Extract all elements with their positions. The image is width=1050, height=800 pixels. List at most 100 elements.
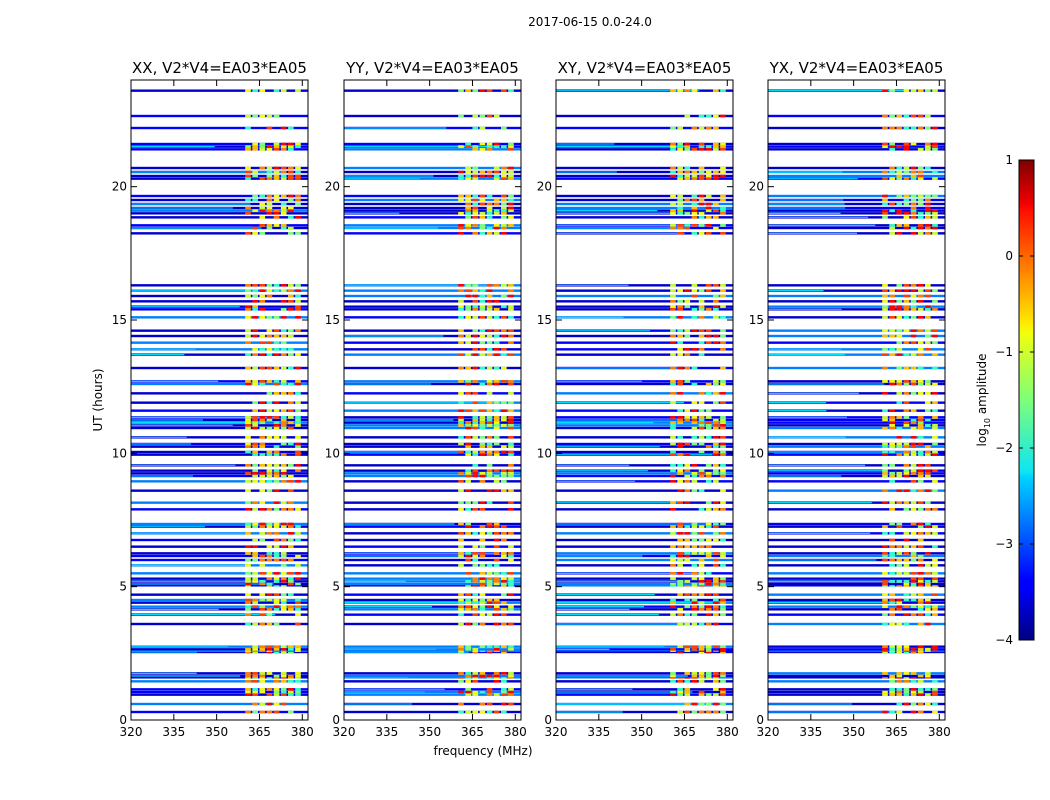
rfi-cell (266, 649, 273, 652)
scan-row-base (768, 453, 945, 456)
rfi-cell (698, 508, 705, 511)
scan-row-base (131, 366, 308, 370)
scan-row (131, 198, 308, 202)
rfi-cell (698, 426, 705, 430)
rfi-cell (896, 202, 903, 206)
rfi-cell (917, 421, 924, 424)
rfi-cell (288, 474, 294, 478)
rfi-cell (698, 545, 705, 548)
colorbar-tick-label: −2 (995, 441, 1013, 455)
rfi-cell (691, 572, 698, 575)
rfi-cell (486, 710, 493, 714)
rfi-cell (259, 380, 266, 383)
scan-row (131, 522, 308, 526)
rfi-cell (280, 522, 287, 526)
scan-row (768, 702, 945, 706)
scan-row-base (344, 308, 521, 311)
rfi-cell (259, 216, 266, 219)
rfi-cell (882, 605, 888, 608)
scan-row (344, 334, 521, 338)
scan-row-base (344, 672, 521, 675)
scan-row-base (344, 194, 521, 198)
rfi-cell (670, 294, 676, 298)
rfi-cell (684, 649, 691, 652)
rfi-cell (889, 382, 895, 386)
rfi-cell (677, 418, 683, 422)
rfi-cell (684, 598, 691, 602)
rfi-cell (882, 202, 888, 206)
rfi-cell (903, 194, 910, 198)
rfi-cell (684, 593, 691, 596)
rfi-cell (252, 472, 258, 475)
scan-row (344, 232, 521, 235)
rfi-cell (903, 545, 910, 548)
rfi-cell (670, 89, 676, 92)
rfi-cell (245, 584, 251, 587)
rfi-cell (882, 194, 888, 198)
rfi-cell (925, 232, 931, 235)
rfi-cell (896, 525, 903, 528)
rfi-cell (903, 305, 910, 308)
rfi-cell (889, 645, 895, 648)
rfi-cell (465, 409, 471, 412)
rfi-cell (486, 676, 493, 679)
scan-row-noise (768, 559, 877, 561)
rfi-cell (670, 308, 676, 311)
rfi-cell (252, 474, 258, 478)
rfi-cell (903, 453, 910, 456)
rfi-cell (932, 366, 938, 370)
rfi-cell (713, 382, 719, 386)
rfi-cell (245, 232, 251, 235)
scan-row (556, 174, 733, 178)
rfi-cell (472, 305, 479, 308)
rfi-cell (691, 174, 698, 178)
rfi-cell (910, 366, 917, 370)
rfi-cell (273, 593, 280, 596)
rfi-cell (280, 308, 287, 311)
rfi-cell (896, 305, 903, 308)
scan-row (131, 177, 308, 180)
scan-row-noise (344, 555, 463, 557)
rfi-cell (280, 558, 287, 562)
scan-row (768, 453, 945, 456)
rfi-cell (882, 648, 888, 651)
scan-row-noise (556, 419, 680, 421)
scan-row (131, 294, 308, 298)
scan-row-base (344, 645, 521, 648)
scan-row-base (131, 608, 308, 611)
rfi-cell (910, 464, 917, 467)
rfi-cell (713, 480, 719, 483)
rfi-cell (458, 601, 464, 604)
rfi-cell (295, 453, 301, 456)
rfi-cell (713, 418, 719, 422)
rfi-cell (280, 676, 287, 679)
rfi-cell (486, 401, 493, 404)
rfi-cell (245, 572, 251, 575)
scan-row (556, 680, 733, 683)
scan-row-base (344, 613, 521, 616)
rfi-cell (479, 436, 486, 439)
rfi-cell (465, 558, 471, 562)
scan-row-base (556, 564, 733, 567)
rfi-cell (472, 145, 479, 148)
scan-row-base (768, 145, 945, 148)
rfi-cell (698, 469, 705, 472)
rfi-cell (677, 392, 683, 395)
rfi-cell (925, 348, 931, 351)
rfi-cell (684, 177, 691, 180)
rfi-cell (889, 552, 895, 555)
rfi-cell (932, 382, 938, 386)
rfi-cell (670, 508, 676, 511)
rfi-cell (465, 593, 471, 596)
rfi-cell (684, 613, 691, 616)
scan-row (131, 224, 308, 227)
rfi-cell (713, 316, 719, 319)
rfi-cell (684, 558, 691, 562)
scan-row (556, 650, 733, 654)
rfi-cell (245, 421, 251, 424)
rfi-cell (903, 508, 910, 511)
rfi-cell (259, 522, 266, 526)
scan-row-base (344, 348, 521, 351)
rfi-cell (720, 680, 726, 683)
rfi-cell (889, 353, 895, 356)
